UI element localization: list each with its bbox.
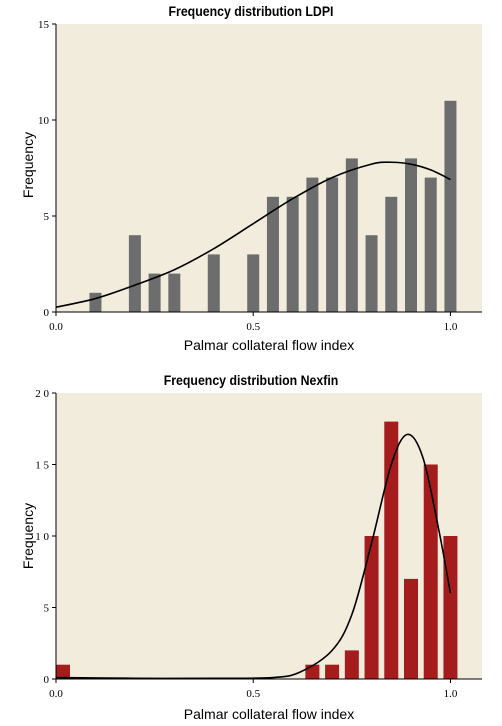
chart-1-y-tick-label: 5 bbox=[44, 211, 50, 223]
chart-2-bar bbox=[344, 650, 359, 679]
chart-2-y-tick-label: 1 0 bbox=[35, 531, 49, 543]
chart-1-bar bbox=[365, 235, 378, 312]
chart-1-y-tick-label: 15 bbox=[38, 19, 50, 31]
chart-1-bar bbox=[345, 158, 358, 312]
chart-1-bar bbox=[148, 273, 161, 312]
chart-2-bar bbox=[325, 664, 340, 679]
chart-1-bar bbox=[286, 196, 299, 312]
chart-1-bar bbox=[207, 254, 220, 312]
chart-1-bar bbox=[424, 177, 437, 312]
chart-1-bar bbox=[306, 177, 319, 312]
chart-2-bar bbox=[305, 664, 320, 679]
chart-2-bar bbox=[56, 664, 70, 679]
chart-1-bar bbox=[444, 100, 457, 312]
chart-1-bar bbox=[326, 177, 339, 312]
chart-1-x-tick-label: 0.0 bbox=[49, 321, 63, 333]
chart-2-x-tick-label: 0.0 bbox=[49, 688, 63, 700]
chart-2-bar bbox=[364, 536, 379, 679]
chart-2-x-tick-label: 0.5 bbox=[246, 688, 260, 700]
chart-1-x-tick-label: 0.5 bbox=[246, 321, 260, 333]
chart-2-fit-curve bbox=[55, 433, 452, 680]
chart-1-bar bbox=[405, 158, 417, 312]
chart-2-bar bbox=[384, 421, 399, 679]
chart-1-bar bbox=[385, 196, 398, 312]
chart-1-bar bbox=[168, 273, 181, 312]
chart-2-x-axis-label: Palmar collateral flow index bbox=[183, 706, 355, 722]
chart-2-bar bbox=[443, 536, 458, 679]
chart-1-fit-curve bbox=[55, 161, 451, 308]
chart-1-title: Frequency distribution LDPI bbox=[168, 3, 334, 19]
chart-2-y-tick-label: 2 0 bbox=[35, 388, 49, 400]
chart-2-bar bbox=[404, 578, 418, 679]
chart-2-bar bbox=[423, 464, 438, 679]
chart-1-bar bbox=[247, 254, 260, 312]
chart-1-x-tick-label: 1.0 bbox=[444, 321, 458, 333]
chart-2-x-tick-label: 1.0 bbox=[444, 688, 458, 700]
chart-1-y-tick-label: 0 bbox=[44, 307, 50, 319]
chart-2-title: Frequency distribution Nexfin bbox=[163, 372, 339, 388]
chart-2-y-tick-label: 5 bbox=[44, 603, 50, 615]
chart-2-y-tick-label: 0 bbox=[44, 674, 50, 686]
chart-2-y-tick-label: 1 5 bbox=[35, 460, 49, 472]
chart-1-y-tick-label: 10 bbox=[38, 115, 50, 127]
chart-1-x-axis-label: Palmar collateral flow index bbox=[183, 337, 355, 353]
chart-1-bar bbox=[128, 235, 141, 312]
chart-1-bar bbox=[266, 196, 279, 312]
chart-2-plot-area bbox=[56, 393, 482, 679]
chart-1-bar bbox=[89, 292, 102, 312]
